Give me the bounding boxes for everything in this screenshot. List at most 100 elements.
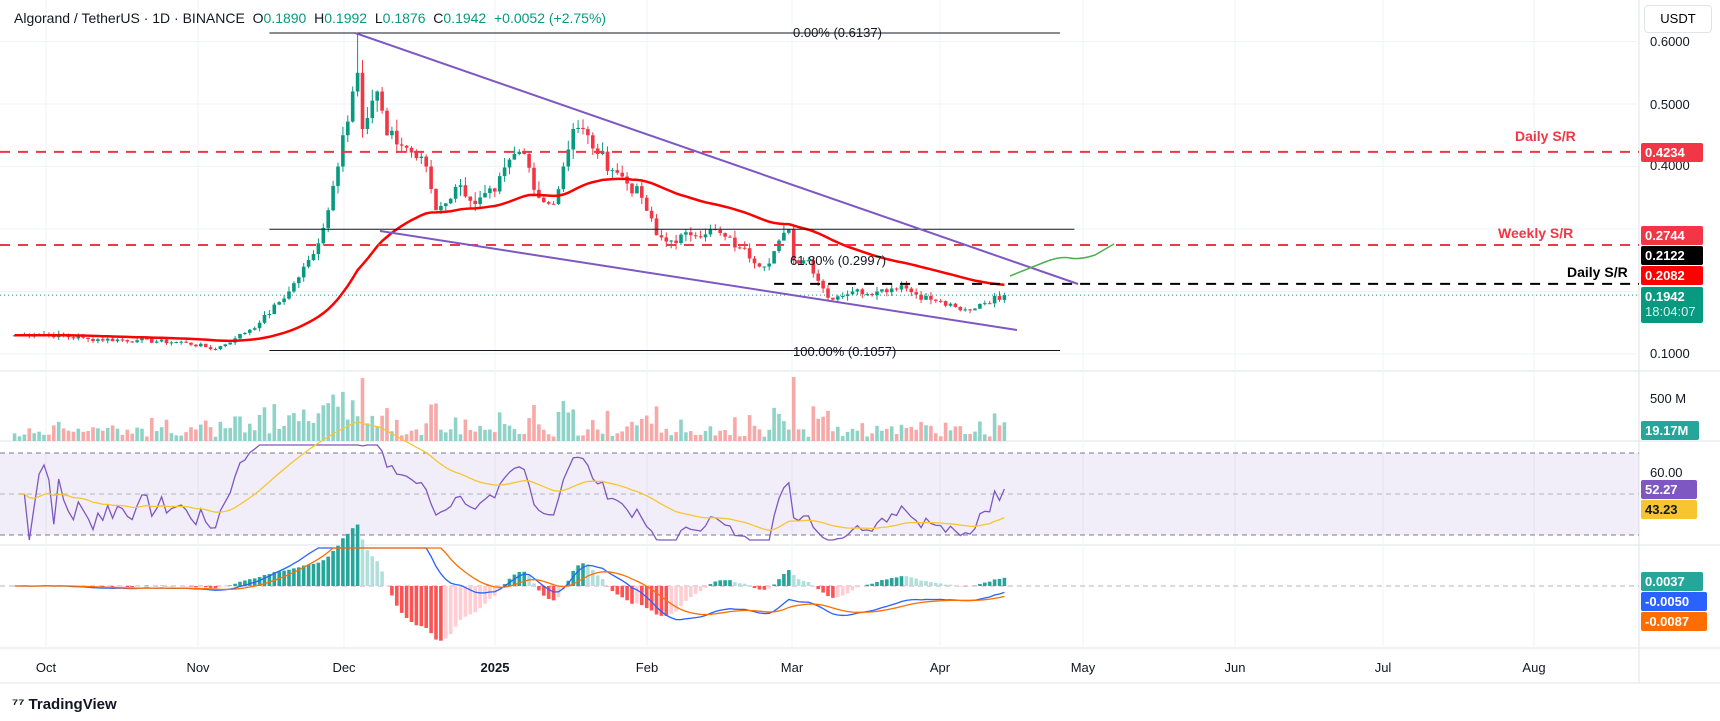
candle-body <box>194 344 198 347</box>
candle-body <box>929 295 933 300</box>
time-tick: Oct <box>35 660 57 675</box>
volume-bar <box>76 428 81 441</box>
currency-button[interactable]: USDT <box>1644 5 1712 33</box>
candle-body <box>101 339 105 341</box>
candle-body <box>252 328 257 330</box>
candle-body <box>189 342 193 345</box>
volume-bar <box>620 431 624 441</box>
brand-text: TradingView <box>28 696 117 713</box>
macd-histogram-bar <box>762 586 767 590</box>
volume-bar <box>591 420 595 441</box>
candle-body <box>135 340 139 343</box>
tradingview-logo[interactable]: ⁷⁷ TradingView <box>12 696 117 713</box>
candle-body <box>512 154 517 160</box>
macd-histogram-bar <box>816 586 820 590</box>
macd-histogram-bar <box>875 581 879 586</box>
macd-histogram-bar <box>448 586 453 635</box>
last-price: 0.1942 <box>1645 289 1685 304</box>
candle-body <box>453 186 458 199</box>
candle-body <box>463 185 468 197</box>
candle-body <box>654 218 659 236</box>
volume-bar <box>556 411 561 441</box>
volume-bar <box>238 416 242 441</box>
volume-bar <box>316 413 321 441</box>
macd-histogram-bar <box>306 564 311 586</box>
volume-bar <box>987 436 992 441</box>
candle-body <box>326 210 330 229</box>
candle-body <box>826 288 830 298</box>
volume-bar <box>845 431 850 441</box>
volume-bar <box>566 412 571 441</box>
macd-histogram-bar <box>110 586 115 588</box>
macd-histogram-bar <box>282 570 286 586</box>
candle-body <box>213 349 218 350</box>
volume-bar <box>997 425 1002 441</box>
volume-bar <box>654 406 659 441</box>
candle-body <box>816 273 820 281</box>
macd-histogram-bar <box>483 586 487 604</box>
candle-body <box>488 188 492 194</box>
candle-body <box>130 341 134 343</box>
volume-bar <box>370 415 375 441</box>
candle-body <box>125 339 130 342</box>
macd-histogram-bar <box>341 538 345 586</box>
candle-body <box>708 229 713 235</box>
daily-sr-top-label: Daily S/R <box>1515 128 1576 144</box>
volume-bar <box>282 425 286 441</box>
macd-histogram-bar <box>738 583 742 586</box>
macd-histogram-bar <box>404 586 409 618</box>
candle-body <box>238 333 242 339</box>
candle-body <box>448 198 453 204</box>
candle-body <box>86 337 90 339</box>
candle-body <box>91 339 95 342</box>
macd-histogram-bar <box>992 579 997 586</box>
macd-histogram-bar <box>787 570 791 586</box>
candle-body <box>865 294 869 296</box>
volume-bar <box>733 417 737 441</box>
macd-histogram-bar <box>909 577 914 586</box>
candle-body <box>81 336 85 338</box>
symbol-title[interactable]: Algorand / TetherUS · 1D · BINANCE <box>14 10 245 26</box>
macd-histogram-bar <box>218 586 223 588</box>
volume-bar <box>992 413 997 441</box>
volume-bar <box>248 423 252 441</box>
macd-histogram-bar <box>806 582 811 586</box>
macd-histogram-bar <box>713 581 718 586</box>
volume-bar <box>292 413 296 441</box>
volume-bar <box>958 426 963 441</box>
volume-bar <box>968 434 972 441</box>
fib-0-label: 0.00% (0.6137) <box>793 25 882 40</box>
candle-body <box>502 167 507 177</box>
volume-bar <box>429 404 433 441</box>
volume-bar <box>1002 422 1007 441</box>
volume-bar <box>331 394 335 441</box>
volume-bar <box>110 425 115 441</box>
volume-bar <box>164 419 169 441</box>
volume-bar <box>409 430 414 441</box>
macd-histogram-bar <box>929 582 933 586</box>
volume-bar <box>546 434 551 441</box>
macd-histogram-bar <box>287 569 291 586</box>
candle-body <box>395 130 399 145</box>
volume-bar <box>718 430 722 441</box>
candle-body <box>301 266 306 278</box>
volume-bar <box>870 433 874 441</box>
macd-histogram-bar <box>791 575 796 586</box>
volume-bar <box>56 421 61 441</box>
volume-bar <box>194 429 198 441</box>
volume-bar <box>213 436 218 441</box>
volume-bar <box>708 426 713 441</box>
candle-body <box>336 166 340 186</box>
candle-body <box>262 315 267 323</box>
volume-bar <box>806 436 811 441</box>
candle-body <box>649 210 654 219</box>
volume-bar <box>561 401 566 441</box>
candle-body <box>527 154 531 168</box>
macd-histogram-bar <box>267 574 272 586</box>
candle-body <box>747 248 752 259</box>
volume-bar <box>723 430 727 441</box>
macd-histogram-bar <box>801 580 806 586</box>
volume-bar <box>953 426 958 441</box>
volume-bar <box>257 414 262 441</box>
